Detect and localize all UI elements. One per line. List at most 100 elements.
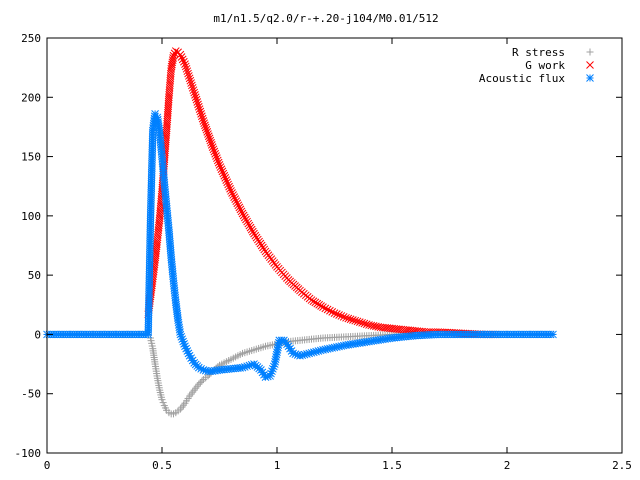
point-g-work [234, 201, 243, 210]
legend-marker-r-stress [586, 48, 594, 56]
point-g-work [212, 152, 220, 160]
point-g-work [337, 312, 346, 320]
axes: 0 0.5 1 1.5 2 2.5 -100 -50 0 50 100 150 200 250 [15, 32, 632, 472]
point-g-work [181, 62, 190, 71]
point-g-work [198, 112, 206, 121]
point-g-work [321, 304, 330, 313]
point-g-work [342, 313, 350, 322]
legend-item-acoustic-flux: Acoustic flux [479, 72, 594, 85]
point-g-work [244, 219, 253, 228]
point-g-work [236, 205, 245, 214]
point-g-work [240, 213, 249, 222]
point-g-work [245, 221, 254, 230]
point-g-work [214, 158, 223, 167]
point-g-work [219, 169, 228, 178]
x-tick-label: 1 [274, 459, 281, 472]
point-g-work [217, 165, 226, 174]
legend-marker-g-work [586, 61, 594, 69]
point-g-work [192, 95, 201, 104]
point-g-work [213, 154, 221, 163]
point-g-work [183, 67, 192, 76]
point-g-work [238, 209, 247, 218]
point-g-work [184, 72, 193, 80]
series-acoustic-flux [43, 110, 557, 381]
point-g-work [353, 317, 362, 326]
point-g-work [182, 64, 191, 73]
point-g-work [202, 125, 211, 134]
point-g-work [367, 321, 376, 330]
point-g-work [351, 316, 360, 325]
point-g-work [207, 138, 215, 147]
plot-area [43, 47, 557, 418]
point-g-work [190, 88, 199, 97]
point-g-work [229, 191, 237, 199]
point-g-work [248, 227, 257, 236]
y-tick-label: 150 [21, 151, 41, 164]
point-g-work [210, 147, 219, 156]
point-acoustic-flux [258, 368, 267, 377]
point-g-work [344, 314, 353, 323]
point-g-work [199, 117, 208, 125]
point-g-work [198, 114, 207, 123]
legend-label: G work [525, 59, 565, 72]
point-g-work [200, 119, 209, 128]
point-g-work [203, 128, 212, 136]
plot-frame [46, 37, 623, 454]
point-r-stress [196, 379, 204, 387]
point-g-work [309, 297, 318, 306]
point-g-work [235, 203, 244, 212]
point-g-work [323, 305, 332, 314]
y-tick-label: 250 [21, 32, 41, 45]
point-g-work [239, 211, 248, 220]
y-tick-label: 200 [21, 91, 41, 104]
point-g-work [223, 178, 232, 187]
point-g-work [311, 298, 320, 307]
legend-marker-acoustic-flux [586, 74, 594, 82]
point-g-work [215, 161, 224, 169]
point-r-stress [195, 380, 203, 388]
point-g-work [358, 318, 366, 327]
point-g-work [319, 303, 327, 312]
point-g-work [211, 149, 220, 158]
y-tick-label: 50 [28, 269, 41, 282]
point-g-work [339, 313, 348, 321]
point-g-work [178, 55, 187, 64]
point-g-work [193, 98, 202, 106]
point-g-work [197, 110, 205, 118]
legend-label: R stress [512, 46, 565, 59]
y-tick-label: -50 [21, 388, 41, 401]
point-g-work [247, 225, 256, 234]
point-g-work [194, 102, 203, 111]
point-g-work [313, 299, 322, 308]
series-r-stress [43, 330, 557, 418]
x-tick-label: 2 [504, 459, 511, 472]
point-g-work [201, 123, 210, 132]
x-tick-label: 0.5 [152, 459, 172, 472]
point-g-work [186, 76, 195, 85]
legend-label: Acoustic flux [479, 72, 565, 85]
point-g-work [194, 100, 202, 109]
legend-item-g-work: G work [525, 59, 594, 72]
point-g-work [232, 197, 241, 206]
x-tick-label: 0 [44, 459, 51, 472]
point-g-work [326, 306, 334, 315]
point-g-work [206, 136, 215, 145]
point-g-work [243, 217, 251, 226]
point-g-work [224, 180, 232, 189]
point-g-work [226, 184, 234, 193]
point-g-work [228, 189, 236, 197]
point-g-work [242, 215, 250, 224]
point-r-stress [159, 399, 167, 407]
point-g-work [171, 47, 180, 55]
point-r-stress [158, 396, 166, 404]
point-g-work [221, 174, 230, 182]
point-g-work [220, 171, 229, 180]
point-g-work [195, 105, 204, 113]
y-tick-label: 0 [34, 328, 41, 341]
point-g-work [346, 315, 355, 324]
point-g-work [216, 163, 225, 171]
series-g-work [144, 47, 500, 339]
point-g-work [233, 199, 242, 208]
point-g-work [188, 81, 196, 90]
